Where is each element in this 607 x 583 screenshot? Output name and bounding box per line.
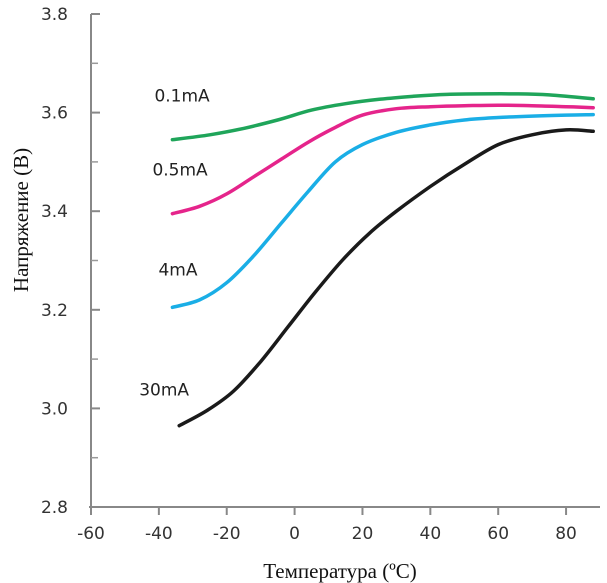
y-tick-label: 3.8 [41,5,68,25]
series-line-4ma [170,112,595,310]
x-tick-label: 40 [420,524,442,544]
axes [89,14,600,513]
series-labels: 0.1mA 0.5mA 4mA 30mA [139,87,210,401]
series-label-0-5ma: 0.5mA [152,161,208,181]
series-label-0-1ma: 0.1mA [154,87,210,107]
x-tick-label: -20 [213,524,241,544]
x-tick-label: -40 [145,524,173,544]
series-label-30ma: 30mA [139,381,189,401]
x-tick-label: 20 [352,524,374,544]
x-axis-title: Температура (ºC) [263,559,416,583]
x-tick-label: 0 [289,524,300,544]
x-tick-label: 80 [555,524,577,544]
series-line-0-1ma [170,92,595,142]
y-tick-label: 3.6 [41,104,68,124]
series-lines [170,92,595,428]
y-tick-label: 2.8 [41,498,68,518]
x-tick-label: 60 [487,524,509,544]
series-label-4ma: 4mA [158,260,197,280]
y-tick-label: 3.2 [41,301,68,321]
y-tick-label: 3.4 [41,202,68,222]
y-axis-title: Напряжение (В) [9,148,33,292]
x-tick-label: -60 [77,524,105,544]
series-line-0-5ma [170,103,595,216]
ticks: 2.8 3.0 3.2 3.4 3.6 3.8 -60 -40 -20 0 20 40 60 80 [41,5,577,544]
series-line-30ma [177,128,595,428]
y-tick-label: 3.0 [41,399,68,419]
